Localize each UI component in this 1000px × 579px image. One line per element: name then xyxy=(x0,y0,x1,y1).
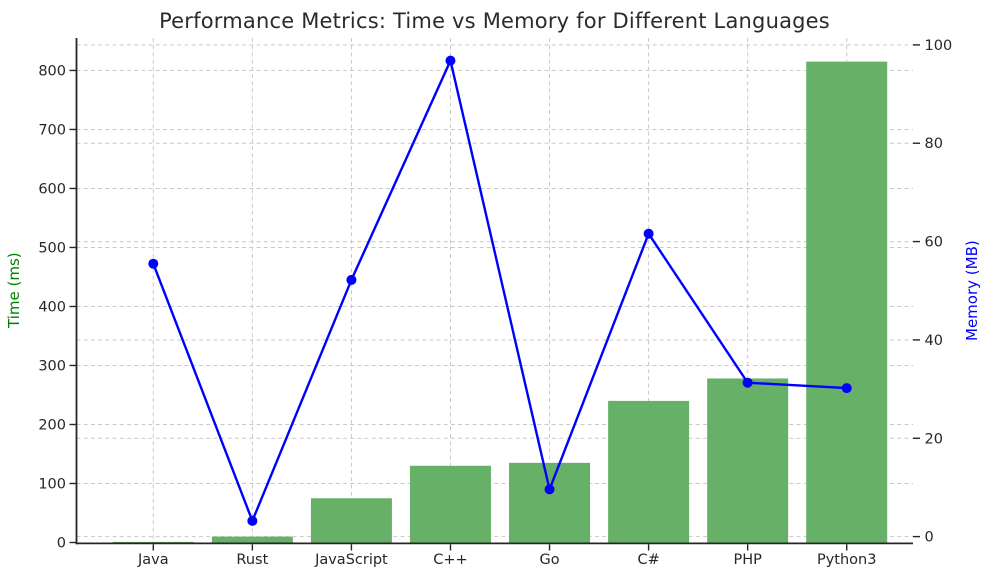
bar-series-time xyxy=(112,61,888,543)
tick-marks xyxy=(69,44,920,551)
marker-php xyxy=(742,377,753,388)
marker-java xyxy=(148,258,159,269)
x-tick-label: PHP xyxy=(733,552,762,568)
tick-labels: 0 100 200 300 400 500 600 700 800 0 20 40 60 80 100 Jav… xyxy=(38,38,952,568)
x-tick-label: Go xyxy=(539,552,559,568)
x-tick-label: JavaScript xyxy=(314,552,388,568)
y-tick-label-left: 200 xyxy=(38,417,66,433)
bar-c++ xyxy=(409,465,491,543)
x-tick-label: C++ xyxy=(433,552,467,568)
y-tick-label-left: 700 xyxy=(38,122,66,138)
y-tick-label-right: 100 xyxy=(925,38,953,54)
x-tick-label: Rust xyxy=(236,552,268,568)
bar-javascript xyxy=(310,498,392,543)
y-tick-label-left: 600 xyxy=(38,181,66,197)
memory-markers xyxy=(148,55,852,526)
y-tick-label-left: 300 xyxy=(38,358,66,374)
marker-python3 xyxy=(841,383,852,394)
chart-title: Performance Metrics: Time vs Memory for … xyxy=(159,9,830,33)
y-tick-label-left: 100 xyxy=(38,476,66,492)
bar-java xyxy=(112,541,194,543)
marker-c# xyxy=(643,228,654,239)
y-tick-label-left: 400 xyxy=(38,299,66,315)
memory-line xyxy=(152,59,847,523)
marker-rust xyxy=(247,515,258,526)
bar-python3 xyxy=(806,61,888,543)
y-tick-label-right: 20 xyxy=(925,431,943,447)
y-tick-label-right: 60 xyxy=(925,235,943,251)
y-tick-label-right: 80 xyxy=(925,136,943,152)
y-tick-label-left: 800 xyxy=(38,63,66,79)
marker-go xyxy=(544,484,555,495)
y-tick-label-right: 0 xyxy=(925,530,934,546)
x-tick-label: Python3 xyxy=(817,552,877,568)
y-tick-label-left: 0 xyxy=(57,536,66,552)
x-tick-label: C# xyxy=(637,552,659,568)
marker-c++ xyxy=(445,55,456,66)
bar-rust xyxy=(211,536,293,543)
y-tick-label-left: 500 xyxy=(38,240,66,256)
bar-go xyxy=(509,462,591,543)
y-tick-label-right: 40 xyxy=(925,333,943,349)
bar-php xyxy=(707,378,789,543)
marker-javascript xyxy=(346,274,357,285)
x-tick-label: Java xyxy=(137,552,169,568)
bar-c# xyxy=(608,400,690,543)
